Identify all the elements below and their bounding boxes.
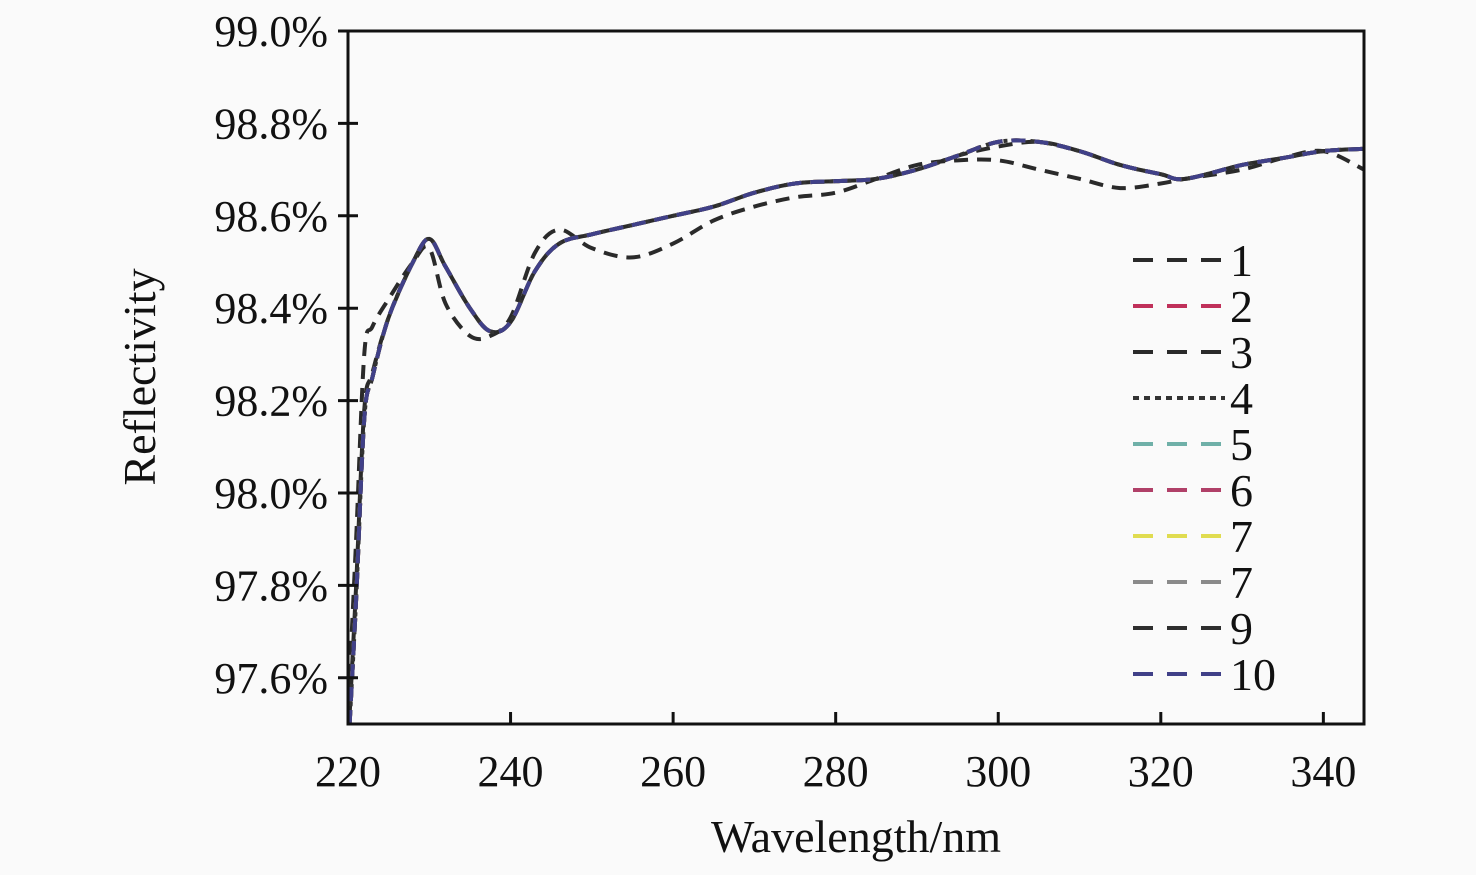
series-line-10 [347, 138, 1365, 725]
x-tick-label: 260 [640, 747, 706, 796]
x-tick-label: 280 [803, 747, 869, 796]
legend-item: 3 [1133, 327, 1253, 378]
series-line-1 [347, 148, 1365, 678]
legend-item: 10 [1133, 649, 1276, 700]
legend-label: 1 [1230, 235, 1253, 286]
legend-item: 2 [1133, 281, 1253, 332]
legend-label: 10 [1230, 649, 1276, 700]
y-axis-label: Reflectivity [114, 268, 165, 485]
series-line-4 [347, 138, 1365, 725]
y-tick-label: 98.6% [214, 192, 328, 241]
y-tick-label: 98.2% [214, 377, 328, 426]
legend-label: 6 [1230, 465, 1253, 516]
y-tick-label: 98.4% [214, 284, 328, 333]
series-line-6 [347, 138, 1365, 725]
x-tick-label: 340 [1290, 747, 1356, 796]
y-tick-label: 99.0% [214, 7, 328, 56]
plot-frame [346, 29, 1366, 726]
series-line-8 [347, 138, 1365, 725]
legend-label: 4 [1230, 373, 1253, 424]
y-axis: 97.6% 97.8% 98.0% 98.2% 98.4% 98.6% 98.8% 99.0% [214, 7, 358, 703]
legend-item: 5 [1133, 419, 1253, 470]
legend-label: 7 [1230, 511, 1253, 562]
legend-label: 7 [1230, 557, 1253, 608]
legend-item: 9 [1133, 603, 1253, 654]
legend-label: 2 [1230, 281, 1253, 332]
y-tick-label: 98.0% [214, 469, 328, 518]
x-tick-label: 320 [1128, 747, 1194, 796]
series-line-9 [347, 138, 1365, 725]
series-line-7 [347, 138, 1365, 725]
legend-item: 4 [1133, 373, 1253, 424]
x-axis: 220 240 260 280 300 320 340 [315, 712, 1356, 796]
y-tick-label: 98.8% [214, 99, 328, 148]
y-tick-label: 97.6% [214, 654, 328, 703]
x-axis-label: Wavelength/nm [711, 811, 1001, 862]
legend-item: 7 [1133, 557, 1253, 608]
legend-label: 5 [1230, 419, 1253, 470]
series-line-2 [347, 138, 1365, 725]
y-tick-label: 97.8% [214, 561, 328, 610]
series-lines [347, 138, 1365, 725]
legend-item: 6 [1133, 465, 1253, 516]
legend-item: 7 [1133, 511, 1253, 562]
legend-label: 3 [1230, 327, 1253, 378]
x-tick-label: 220 [315, 747, 381, 796]
x-tick-label: 300 [965, 747, 1031, 796]
x-tick-label: 240 [478, 747, 544, 796]
series-line-5 [347, 138, 1365, 725]
legend-label: 9 [1230, 603, 1253, 654]
legend-item: 1 [1133, 235, 1253, 286]
